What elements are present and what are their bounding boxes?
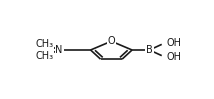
Text: OH: OH xyxy=(166,38,181,48)
Text: O: O xyxy=(107,36,115,46)
Text: OH: OH xyxy=(166,52,181,62)
Text: CH₃: CH₃ xyxy=(35,51,53,61)
Text: CH₃: CH₃ xyxy=(35,39,53,49)
Text: B: B xyxy=(146,45,153,55)
Text: N: N xyxy=(55,45,63,55)
